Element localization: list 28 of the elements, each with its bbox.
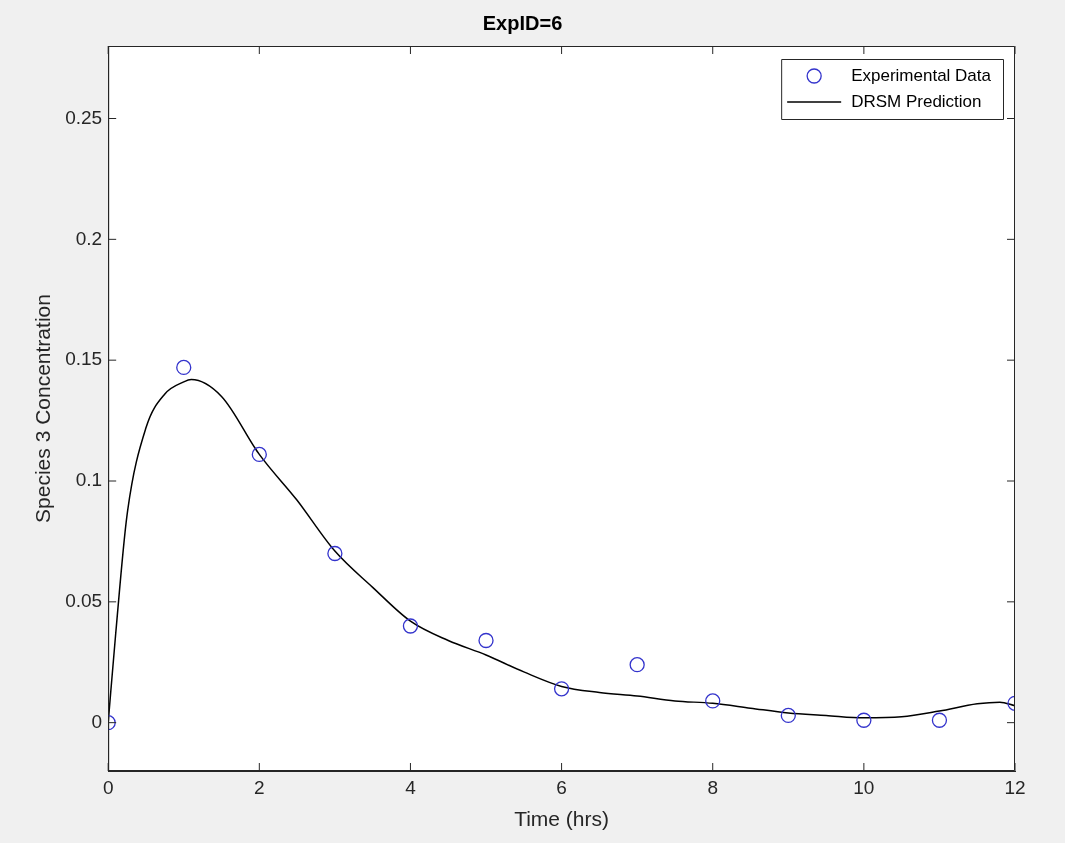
x-tick-label: 4 [405,776,417,798]
point [251,446,267,463]
y-tick-label: 0.2 [75,227,103,249]
legend-label: DRSM Prediction [851,91,982,111]
y-tick-label: 0.25 [65,106,103,128]
point [705,693,721,709]
point [176,359,192,376]
legend-label: Experimental Data [851,65,992,85]
x-tick-label: 12 [1004,776,1026,798]
x-tick-label: 2 [254,776,265,798]
y-axis-title: Species 3 Concentration [31,294,55,523]
point [780,707,796,724]
y-tick-label: 0.05 [65,590,103,612]
x-axis-title: Time (hrs) [514,807,610,831]
point [629,657,645,673]
y-tick-label: 0.1 [75,469,103,491]
x-tick-label: 6 [556,776,567,798]
y-tick-label: 0.15 [65,348,103,370]
x-tick-label: 8 [707,776,719,798]
point [327,545,343,562]
point [478,632,494,649]
point [931,712,948,728]
chart-title: ExpID=6 [482,11,563,34]
x-tick-label: 10 [853,776,875,798]
point [402,618,419,634]
y-tick-label: 0 [91,710,103,732]
point [553,681,570,697]
point [856,712,872,728]
